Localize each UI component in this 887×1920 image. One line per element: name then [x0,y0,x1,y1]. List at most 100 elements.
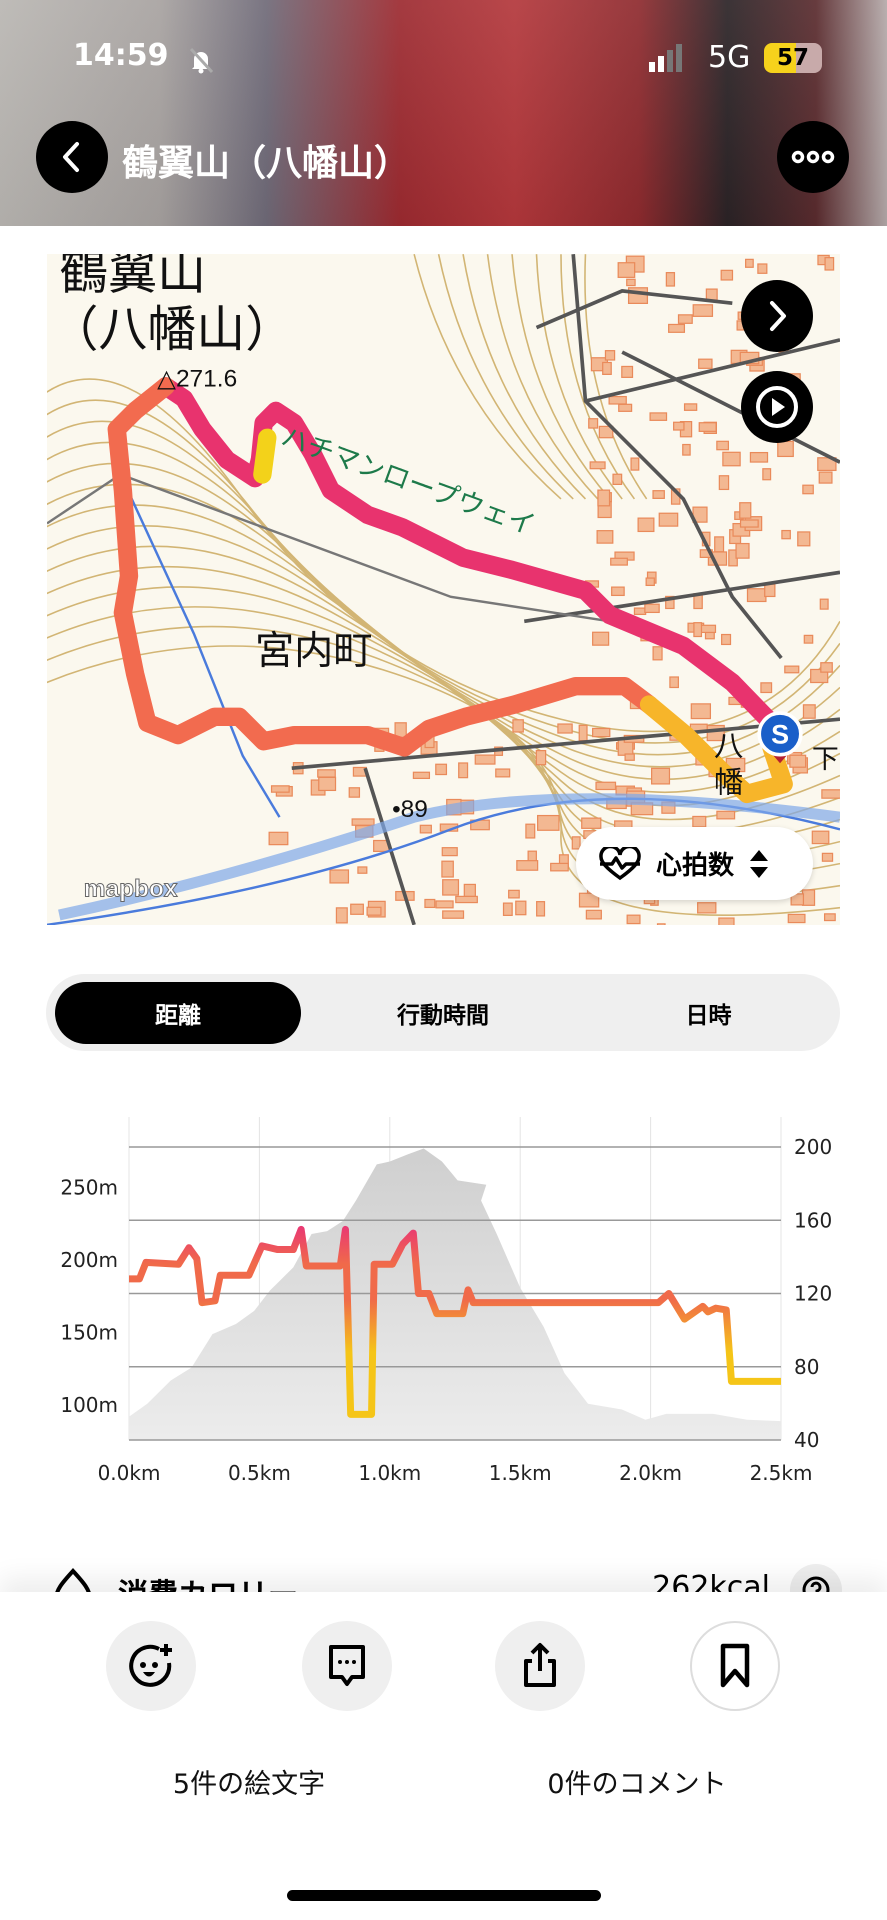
building [665,595,675,610]
building [608,395,627,405]
elevation-tick-label: 250m [60,1176,118,1200]
building [455,895,478,904]
building [824,257,835,271]
route-map[interactable]: 鶴翼山 （八幡山） △271.6 宮内町 •89 八 幡 下 ハチマンロープウェ… [47,254,840,925]
building [652,490,665,499]
building [811,830,830,845]
building [617,262,636,278]
building [819,598,829,610]
comment-icon [329,1645,365,1686]
building [781,529,791,540]
x-tick-label: 1.0km [358,1461,421,1485]
building [669,676,679,689]
tab-label: 距離 [155,1003,201,1029]
building [592,727,611,738]
map-label-place3: 下 [812,744,839,774]
building [581,817,602,829]
tab-label: 行動時間 [397,1003,489,1029]
start-marker[interactable]: S [757,711,803,764]
bookmark-button[interactable] [690,1621,780,1711]
comment-button[interactable] [302,1621,392,1711]
building [665,272,676,287]
building [802,484,814,495]
building [749,451,769,463]
play-button[interactable] [741,371,813,443]
tab-datetime[interactable]: 日時 [586,982,831,1044]
contour-line [511,254,611,500]
building [557,723,573,734]
building [668,323,686,333]
building [602,361,612,375]
next-button[interactable] [741,280,813,352]
building [697,902,717,914]
building [683,403,698,411]
building [801,889,816,906]
building [789,754,807,768]
header-background [0,0,887,226]
x-tick-label: 0.5km [228,1461,291,1485]
tab-distance[interactable]: 距離 [55,982,301,1044]
sort-arrows-icon [750,849,769,878]
building [637,517,655,533]
building [515,900,527,916]
more-button[interactable] [777,121,849,193]
map-label-place1: 八 [714,730,743,763]
building [610,557,628,566]
building [721,633,732,646]
building [739,519,759,528]
chevron-right-icon [770,301,786,331]
building [698,358,713,369]
building [441,860,454,878]
svg-text:S: S [771,720,789,750]
building [722,451,741,467]
hr-tick-label: 200 [794,1135,832,1159]
building [693,622,703,638]
back-button[interactable] [36,121,108,193]
share-button[interactable] [495,1621,585,1711]
building [644,603,660,614]
building [525,823,536,839]
building [745,258,754,268]
elevation-heart-rate-chart[interactable]: 250m 200m 150m 100m 200 160 120 80 40 0.0km 0.5km 1… [0,1100,887,1500]
building [797,531,811,547]
building [764,583,776,598]
emoji-count[interactable]: 5件の絵文字 [172,1769,326,1800]
add-emoji-button[interactable] [106,1621,196,1711]
building [335,907,348,924]
building [823,913,836,922]
building [348,787,361,798]
building [357,866,368,874]
building [585,909,602,920]
comment-count[interactable]: 0件のコメント [547,1769,727,1800]
tab-moving-time[interactable]: 行動時間 [318,982,568,1044]
metric-selector[interactable]: 心拍数 [576,827,813,900]
building [604,350,616,361]
hr-tick-label: 80 [794,1355,819,1379]
play-icon [756,386,798,428]
building [820,662,833,673]
building [818,471,833,484]
building [673,421,685,431]
building [512,719,524,733]
page-title: 鶴翼山（八幡山） [122,143,411,184]
contour-line [584,254,648,500]
home-indicator [287,1890,601,1901]
tab-label: 日時 [685,1003,732,1029]
building [611,586,625,597]
building [760,682,773,694]
building [578,724,588,742]
building [692,815,707,828]
hr-tick-label: 160 [794,1208,832,1232]
building [716,810,736,820]
contour-line [47,645,840,916]
map-canvas: 鶴翼山 （八幡山） △271.6 宮内町 •89 八 幡 下 ハチマンロープウェ… [47,254,840,925]
building [790,893,805,906]
route-segment [250,401,781,733]
building [463,883,476,897]
map-label-summit: △271.6 [157,365,237,392]
building [651,767,671,785]
building [803,634,814,644]
building [535,749,547,766]
building [502,902,513,916]
building [592,631,610,646]
